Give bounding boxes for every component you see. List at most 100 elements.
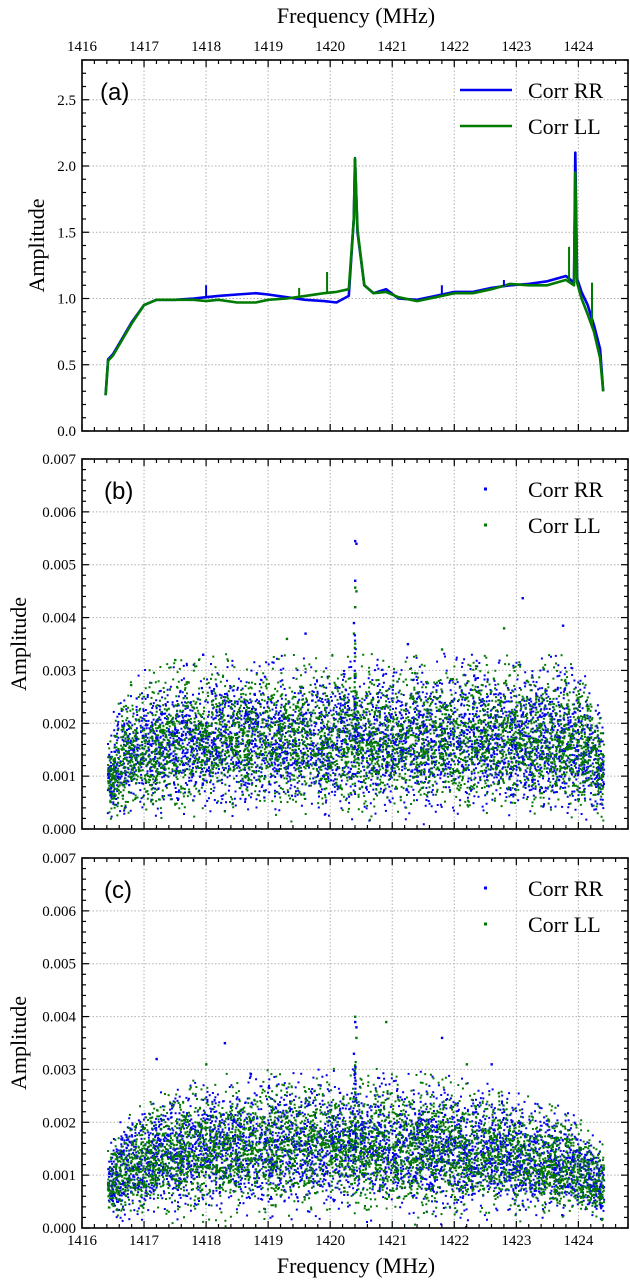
data-point (353, 659, 356, 663)
y-tick-label: 2.5 (57, 93, 76, 109)
data-point (354, 1099, 357, 1102)
series-points-corr-rr (106, 539, 606, 826)
data-point (440, 648, 444, 651)
x-tick-label-top: 1424 (563, 39, 594, 55)
y-tick-label: 0.000 (42, 1221, 76, 1237)
data-point (354, 642, 357, 645)
data-point (502, 627, 506, 630)
y-axis-title: Amplitude (24, 198, 49, 292)
hi-line-spike (353, 1060, 357, 1151)
y-tick-label: 0.5 (57, 358, 76, 374)
x-tick-label-top: 1421 (377, 39, 407, 55)
x-ticks (81, 60, 629, 431)
y-ticks (82, 857, 628, 1229)
gridlines (81, 60, 628, 432)
legend-swatch (484, 523, 487, 527)
x-tick-label: 1420 (315, 1233, 345, 1249)
y-tick-label: 0.007 (42, 452, 76, 468)
data-point (205, 1063, 208, 1066)
data-point (561, 624, 565, 627)
data-point (353, 673, 356, 676)
data-point (353, 1124, 357, 1128)
legend: Corr RR Corr LL (484, 477, 604, 538)
data-point (355, 1026, 358, 1029)
series-points-corr-ll (107, 586, 605, 823)
data-point (354, 1132, 357, 1135)
data-point (353, 697, 356, 700)
x-tick-label: 1416 (67, 1233, 98, 1249)
data-point (354, 1079, 357, 1082)
y-tick-label: 0.006 (42, 505, 76, 521)
x-tick-label: 1424 (563, 1233, 594, 1249)
y-tick-label: 1.5 (57, 225, 76, 241)
legend-swatch (484, 487, 487, 491)
data-point (353, 731, 356, 734)
data-point (353, 1113, 356, 1116)
y-tick-label: 0.003 (42, 663, 76, 679)
scatter-points (107, 653, 605, 823)
data-point (354, 1083, 357, 1086)
x-tick-label: 1417 (129, 1233, 160, 1249)
data-point (354, 1098, 357, 1101)
scatter-points (106, 652, 606, 826)
data-point (174, 658, 177, 662)
plot-area (104, 151, 605, 396)
data-point (354, 1015, 357, 1018)
data-point (353, 715, 356, 719)
y-ticks (82, 59, 628, 432)
x-tick-label-top: 1419 (253, 39, 283, 55)
legend-swatch (484, 886, 487, 890)
legend: Corr RR Corr LL (460, 78, 604, 139)
panels: 0.0 0.5 1.0 1.5 2.0 2.5 1416 1417 1418 1419 1420 14… (6, 39, 629, 1249)
data-point (354, 691, 357, 694)
y-tick-label: 1.0 (57, 292, 76, 308)
data-point (285, 637, 289, 641)
data-point (353, 704, 356, 707)
data-point (354, 647, 357, 651)
data-point (353, 711, 356, 714)
series-line-corr-ll (104, 156, 605, 396)
data-point (353, 652, 356, 655)
hi-line-spike (353, 634, 357, 737)
data-point (465, 1063, 469, 1066)
data-point (355, 590, 358, 593)
data-point (354, 729, 357, 732)
legend-label: Corr RR (528, 477, 604, 502)
data-point (354, 689, 357, 692)
data-point (354, 1087, 357, 1090)
data-point (352, 1052, 356, 1055)
y-tick-label: 0.007 (42, 851, 76, 867)
y-tick-label: 0.006 (42, 904, 76, 920)
data-point (353, 639, 357, 642)
y-tick-label: 2.0 (57, 159, 76, 175)
legend: Corr RR Corr LL (484, 876, 604, 937)
x-tick-label-top: 1423 (501, 39, 531, 55)
x-tick-label: 1422 (439, 1233, 469, 1249)
data-point (354, 713, 357, 716)
top-axis-title: Frequency (MHz) (277, 3, 435, 28)
data-point (353, 676, 356, 680)
data-point (353, 669, 356, 672)
data-point (354, 1123, 357, 1126)
data-point (353, 1076, 357, 1079)
y-tick-label: 0.001 (42, 769, 76, 785)
data-point (354, 1146, 357, 1149)
y-tick-label: 0.003 (42, 1062, 76, 1078)
y-tick-label: 0.002 (42, 1115, 76, 1131)
legend-label: Corr LL (528, 114, 601, 139)
data-point (521, 597, 524, 600)
data-point (353, 701, 356, 704)
data-point (304, 632, 307, 635)
x-tick-label: 1418 (191, 1233, 221, 1249)
data-point (354, 539, 357, 543)
x-tick-label: 1421 (377, 1233, 407, 1249)
data-point (353, 675, 356, 678)
plot-area (106, 539, 606, 826)
x-tick-label-top: 1420 (315, 39, 345, 55)
data-point (354, 1060, 357, 1064)
data-point (354, 1093, 357, 1096)
data-point (440, 1036, 444, 1040)
data-point (353, 1129, 357, 1132)
data-point (353, 1148, 356, 1151)
